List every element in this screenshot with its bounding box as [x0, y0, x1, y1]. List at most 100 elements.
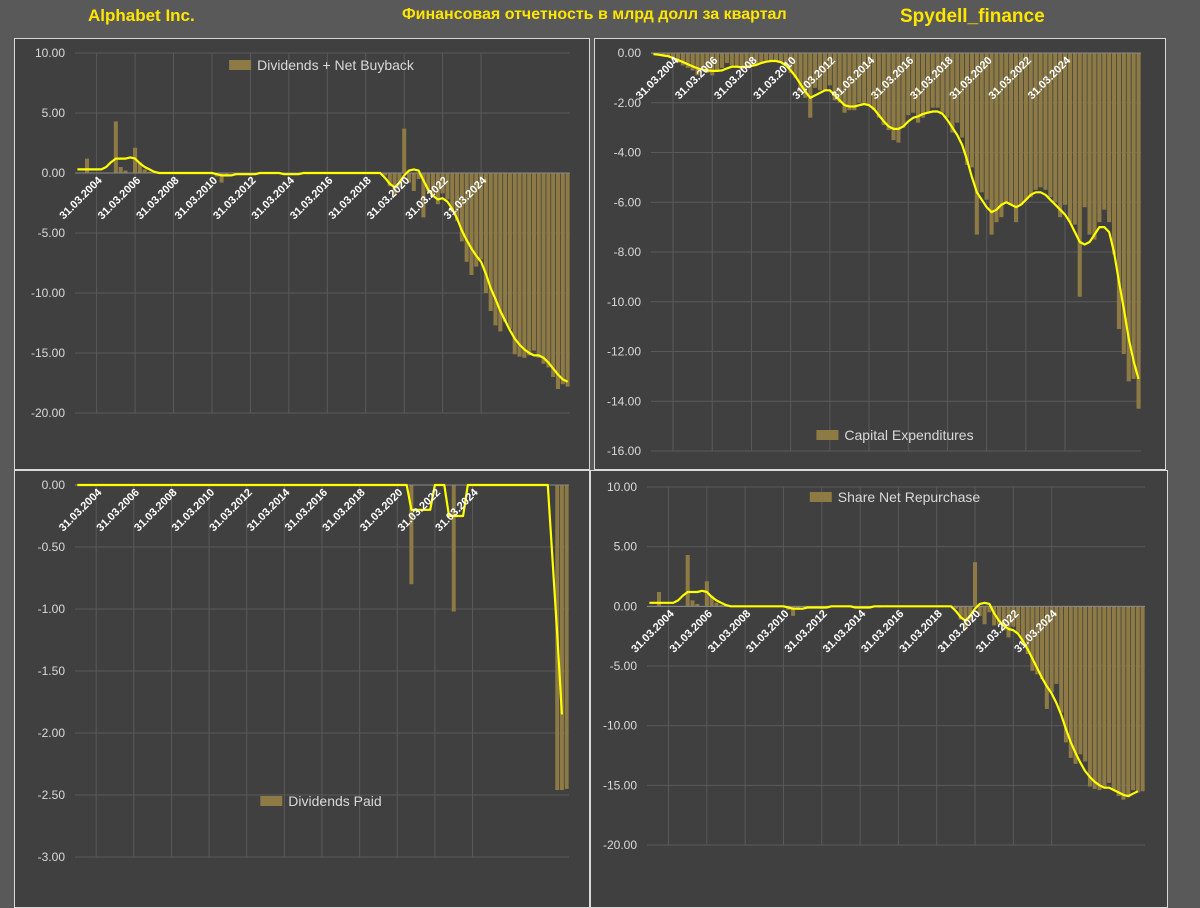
bar	[857, 53, 862, 103]
bar	[832, 53, 837, 101]
bar	[953, 606, 958, 609]
bar	[445, 173, 450, 200]
bar	[871, 53, 877, 111]
bar	[984, 53, 989, 200]
y-tick-label: -6.00	[614, 195, 642, 209]
bar	[734, 53, 739, 68]
bar	[739, 53, 744, 71]
bar	[1053, 53, 1058, 203]
bar	[813, 53, 818, 88]
bar	[958, 606, 963, 620]
bar	[705, 53, 710, 73]
bar	[397, 173, 402, 188]
y-tick-label: -10.00	[31, 286, 65, 300]
bar	[1018, 53, 1024, 205]
y-tick-label: 5.00	[614, 540, 638, 554]
bar	[989, 53, 994, 235]
bar	[925, 53, 930, 113]
y-tick-label: -16.00	[607, 444, 641, 458]
bar	[1107, 53, 1112, 223]
bar	[522, 173, 527, 358]
legend: Dividends Paid	[260, 793, 382, 809]
bar	[999, 53, 1004, 218]
bar	[536, 173, 541, 358]
bar	[974, 53, 979, 235]
bar	[402, 128, 407, 173]
bar	[964, 53, 970, 165]
bar	[1077, 53, 1082, 297]
y-tick-label: 0.00	[42, 166, 66, 180]
bar	[803, 53, 808, 98]
legend-swatch	[809, 492, 832, 502]
bar	[1067, 53, 1073, 223]
report-subtitle: Финансовая отчетность в млрд долл за ква…	[402, 6, 787, 23]
y-tick-label: -5.00	[610, 659, 638, 673]
bar	[876, 53, 881, 118]
bar	[690, 600, 695, 607]
bar	[768, 53, 774, 61]
bar	[1016, 606, 1021, 633]
bar	[754, 53, 759, 66]
y-tick-label: -2.00	[614, 96, 642, 110]
bar	[1121, 53, 1126, 354]
bar	[1020, 606, 1025, 646]
bar	[1068, 606, 1073, 758]
bar	[930, 53, 935, 108]
bar	[960, 53, 965, 138]
bar	[915, 53, 921, 123]
bar	[113, 121, 118, 173]
bar	[1013, 53, 1019, 223]
bar	[901, 53, 906, 128]
bar	[759, 53, 764, 63]
bar	[469, 173, 474, 275]
bar	[788, 53, 793, 73]
y-tick-label: -3.00	[38, 850, 66, 864]
bar	[1126, 606, 1131, 798]
y-tick-label: -0.50	[38, 540, 66, 554]
bar	[1116, 53, 1122, 330]
bar	[565, 173, 570, 387]
bar	[507, 173, 512, 329]
bar	[1102, 53, 1107, 210]
bar	[744, 53, 749, 68]
bar	[1043, 53, 1048, 190]
bar	[479, 173, 484, 260]
bar	[680, 53, 685, 66]
bar	[709, 595, 714, 607]
bar	[955, 53, 960, 123]
bar	[531, 173, 536, 351]
bar	[1135, 606, 1140, 793]
bar	[783, 53, 788, 66]
bar	[123, 170, 128, 173]
bar	[842, 53, 847, 113]
bar	[710, 53, 715, 76]
bar	[1102, 606, 1107, 788]
bar	[546, 173, 551, 368]
bar	[837, 53, 842, 103]
bar	[541, 173, 546, 364]
bar	[455, 173, 460, 221]
bar	[1107, 606, 1112, 783]
bar	[793, 53, 798, 78]
bar	[464, 173, 469, 262]
trend-line	[649, 589, 1139, 798]
y-tick-label: -15.00	[31, 346, 65, 360]
bar	[1023, 53, 1028, 200]
bar	[1033, 53, 1038, 190]
bar	[527, 173, 532, 356]
legend-label: Dividends + Net Buyback	[257, 57, 415, 73]
bar	[982, 606, 987, 625]
bar	[950, 53, 955, 133]
bar	[791, 606, 796, 616]
bar	[704, 581, 709, 607]
trend-line	[77, 156, 569, 383]
bar	[661, 53, 666, 56]
bar	[483, 173, 488, 293]
bar	[891, 53, 896, 141]
legend-swatch	[260, 796, 283, 806]
bar	[1035, 606, 1040, 675]
bar	[84, 158, 90, 173]
bar	[1054, 606, 1059, 684]
bar	[1140, 606, 1145, 792]
legend-swatch	[816, 430, 839, 440]
